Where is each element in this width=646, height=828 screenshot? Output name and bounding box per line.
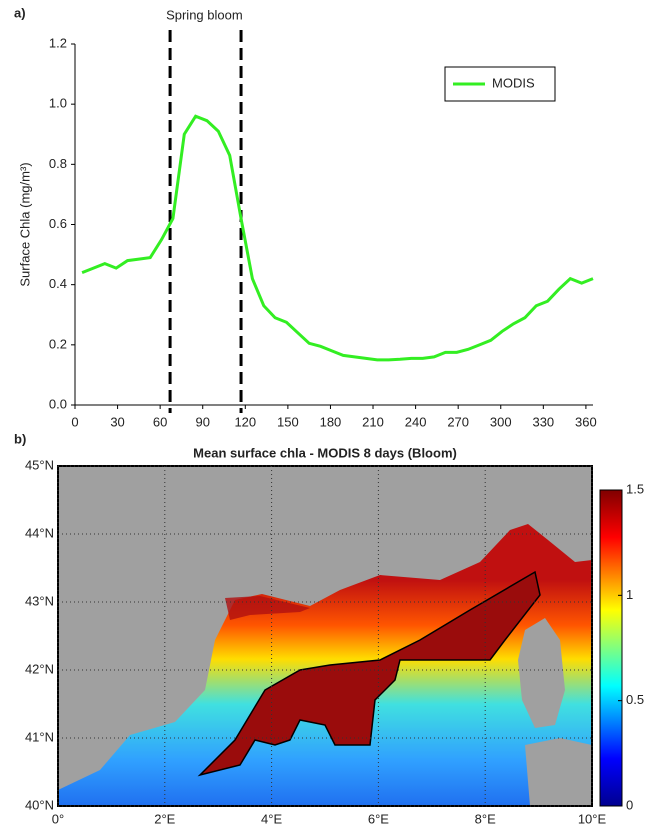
x-tick-label: 240 — [405, 414, 427, 429]
y-tick-label: 1.2 — [49, 35, 67, 50]
y-tick-label: 0.4 — [49, 276, 67, 291]
colorbar-tick-label: 1 — [626, 587, 633, 602]
y-tick-label: 42°N — [25, 661, 54, 676]
panel-label: b) — [14, 431, 26, 446]
x-tick-label: 300 — [490, 414, 512, 429]
x-tick-label: 4°E — [261, 811, 282, 826]
legend-box — [444, 66, 556, 102]
x-tick-label: 0 — [71, 414, 78, 429]
colorbar — [599, 489, 623, 807]
y-tick-label: 43°N — [25, 593, 54, 608]
chart-title: Mean surface chla - MODIS 8 days (Bloom) — [193, 445, 457, 460]
y-tick-label: 44°N — [25, 525, 54, 540]
x-tick-label: 270 — [447, 414, 469, 429]
sea — [58, 524, 592, 806]
x-tick-label: 8°E — [475, 811, 496, 826]
x-tick-label: 180 — [320, 414, 342, 429]
x-tick-label: 90 — [195, 414, 209, 429]
x-tick-label: 60 — [153, 414, 167, 429]
x-tick-label: 150 — [277, 414, 299, 429]
x-tick-label: 0° — [52, 811, 64, 826]
y-tick-label: 40°N — [25, 797, 54, 812]
sardinia — [525, 738, 592, 806]
colorbar-tick-label: 1.5 — [626, 481, 644, 496]
y-tick-label: 0.6 — [49, 216, 67, 231]
legend-label: MODIS — [492, 75, 535, 90]
x-tick-label: 120 — [234, 414, 256, 429]
annotation: Spring bloom — [166, 7, 243, 22]
y-tick-label: 45°N — [25, 457, 54, 472]
x-tick-label: 2°E — [154, 811, 175, 826]
corsica — [518, 618, 565, 728]
y-tick-label: 0.0 — [49, 396, 67, 411]
x-tick-label: 360 — [575, 414, 597, 429]
panel-label: a) — [14, 5, 26, 20]
map-frame — [57, 465, 593, 807]
x-tick-label: 30 — [110, 414, 124, 429]
x-tick-label: 10°E — [578, 811, 607, 826]
x-tick-label: 330 — [532, 414, 554, 429]
y-tick-label: 0.2 — [49, 336, 67, 351]
x-tick-label: 6°E — [368, 811, 389, 826]
y-tick-label: 1.0 — [49, 96, 67, 111]
y-tick-label: 41°N — [25, 729, 54, 744]
colorbar-tick-label: 0 — [626, 797, 633, 812]
x-tick-label: 210 — [362, 414, 384, 429]
colorbar-tick-label: 0.5 — [626, 692, 644, 707]
map-drawing — [57, 465, 593, 807]
y-tick-label: 0.8 — [49, 156, 67, 171]
line — [81, 114, 594, 362]
y-axis-label: Surface Chla (mg/m³) — [17, 162, 32, 286]
bloom-region — [197, 570, 541, 777]
